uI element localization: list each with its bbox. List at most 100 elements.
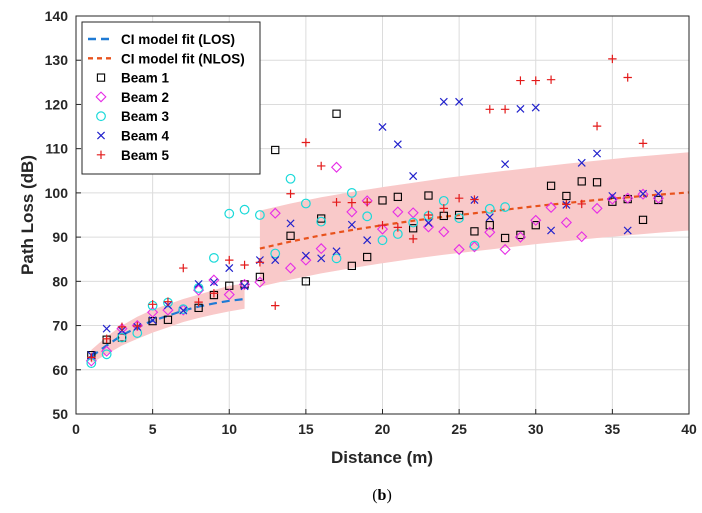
point-beam-5 xyxy=(562,200,571,209)
point-beam-1 xyxy=(163,315,173,324)
point-beam-4 xyxy=(501,160,510,169)
point-beam-5 xyxy=(148,300,157,309)
point-beam-1 xyxy=(500,233,510,243)
point-beam-1 xyxy=(608,197,617,206)
point-beam-3 xyxy=(362,211,373,222)
point-beam-4 xyxy=(194,279,203,289)
y-tick-label: 110 xyxy=(45,141,68,157)
legend-marker xyxy=(95,91,107,103)
point-beam-4 xyxy=(393,140,402,149)
x-tick-labels: 0 5 10 15 20 25 30 35 40 xyxy=(72,409,697,437)
point-beam-3 xyxy=(500,202,511,212)
point-beam-2 xyxy=(530,214,542,226)
y-tick-label: 60 xyxy=(52,362,68,378)
point-beam-4 xyxy=(608,191,617,201)
point-beam-3 xyxy=(254,210,265,220)
point-beam-4 xyxy=(409,172,418,181)
legend-marker xyxy=(96,111,106,122)
legend-label: CI model fit (LOS) xyxy=(121,32,235,47)
point-beam-1 xyxy=(286,231,295,240)
point-beam-3 xyxy=(239,204,250,215)
legend-entry-ci-model-fit-nlos: CI model fit (NLOS) xyxy=(88,51,245,66)
point-beam-4 xyxy=(455,97,464,106)
series-beam-4 xyxy=(87,97,663,360)
point-beam-1 xyxy=(470,227,479,236)
point-beam-4 xyxy=(271,256,280,265)
point-beam-1 xyxy=(332,109,341,118)
point-beam-4 xyxy=(516,104,525,113)
point-beam-5 xyxy=(102,334,111,344)
legend-marker xyxy=(96,150,106,159)
legend-entry-ci-model-fit-los: CI model fit (LOS) xyxy=(88,32,235,47)
figure-caption: (b) xyxy=(372,487,392,504)
point-beam-5 xyxy=(225,255,234,265)
series-ci-model-fit-los xyxy=(90,297,245,358)
point-beam-5 xyxy=(332,197,341,207)
point-beam-5 xyxy=(638,139,648,148)
point-beam-4 xyxy=(531,103,540,112)
point-beam-2 xyxy=(269,207,281,219)
point-beam-5 xyxy=(577,199,586,209)
point-beam-5 xyxy=(454,193,464,203)
caption-open: ( xyxy=(372,487,377,504)
point-beam-1 xyxy=(301,277,311,286)
point-beam-4 xyxy=(209,278,218,287)
y-tick-label: 50 xyxy=(52,406,68,422)
point-beam-4 xyxy=(225,264,234,273)
point-beam-5 xyxy=(424,210,433,220)
point-beam-2 xyxy=(147,306,159,318)
point-beam-1 xyxy=(546,181,556,190)
point-beam-2 xyxy=(284,262,297,274)
legend-label: Beam 3 xyxy=(121,109,170,124)
point-beam-4 xyxy=(347,220,356,229)
x-tick-label: 20 xyxy=(375,421,391,437)
legend-marker xyxy=(96,73,106,82)
point-beam-4 xyxy=(286,219,295,228)
legend-label: Beam 4 xyxy=(121,129,170,144)
point-beam-2 xyxy=(223,289,235,301)
y-tick-label: 90 xyxy=(52,229,68,245)
legend-entry-beam-4: Beam 4 xyxy=(96,129,170,144)
point-beam-5 xyxy=(117,322,127,332)
point-beam-2 xyxy=(545,201,557,214)
point-beam-1 xyxy=(393,192,402,202)
point-beam-3 xyxy=(178,304,189,315)
point-beam-5 xyxy=(347,198,357,207)
point-beam-4 xyxy=(363,236,372,245)
point-beam-5 xyxy=(133,321,142,331)
point-beam-1 xyxy=(638,215,648,225)
point-beam-2 xyxy=(453,243,465,256)
point-beam-5 xyxy=(500,105,510,114)
point-beam-5 xyxy=(179,263,188,273)
point-beam-2 xyxy=(376,223,389,235)
point-beam-5 xyxy=(255,258,265,267)
point-beam-4 xyxy=(623,226,632,235)
point-beam-4 xyxy=(485,213,494,222)
point-beam-3 xyxy=(377,235,388,246)
point-beam-5 xyxy=(592,121,602,131)
point-beam-5 xyxy=(362,197,372,207)
point-beam-4 xyxy=(102,324,111,333)
point-beam-5 xyxy=(439,204,448,213)
point-beam-5 xyxy=(317,161,326,171)
point-beam-3 xyxy=(270,248,281,259)
point-beam-3 xyxy=(209,252,219,263)
point-beam-1 xyxy=(531,221,540,230)
point-beam-3 xyxy=(454,213,465,223)
y-tick-label: 120 xyxy=(45,96,69,112)
point-beam-4 xyxy=(240,282,249,291)
y-tick-label: 100 xyxy=(45,185,69,201)
caption-letter: b xyxy=(378,487,387,504)
point-beam-2 xyxy=(315,243,327,255)
point-beam-5 xyxy=(531,76,540,85)
point-beam-1 xyxy=(485,221,494,230)
x-tick-label: 25 xyxy=(451,421,467,437)
point-beam-1 xyxy=(516,230,525,240)
point-beam-3 xyxy=(101,349,112,360)
point-beam-5 xyxy=(623,73,632,82)
legend-entry-beam-1: Beam 1 xyxy=(96,71,170,86)
point-beam-2 xyxy=(514,231,527,243)
point-beam-5 xyxy=(516,76,525,85)
point-beam-4 xyxy=(332,247,341,256)
